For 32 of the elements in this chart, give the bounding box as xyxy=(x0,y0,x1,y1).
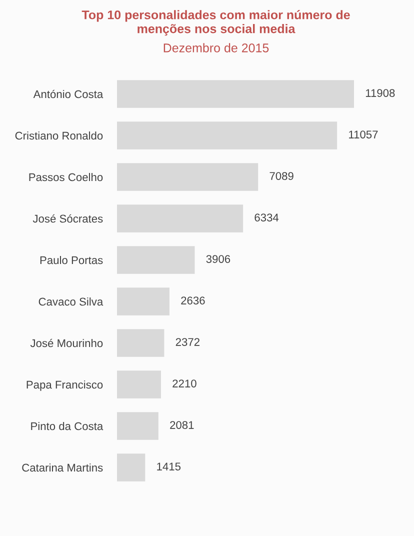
data-label: 3906 xyxy=(206,255,230,263)
bar xyxy=(117,204,244,232)
y-tick-label: Catarina Martins xyxy=(22,463,103,472)
bar xyxy=(117,454,146,482)
data-label: 11057 xyxy=(349,130,378,138)
bar xyxy=(117,163,258,191)
y-tick-label: Papa Francisco xyxy=(26,380,103,391)
y-tick-label: Pinto da Costa xyxy=(31,422,104,430)
y-tick-label: António Costa xyxy=(33,90,104,98)
chart-subtitle: Dezembro de 2015 xyxy=(164,43,269,52)
y-tick-label: Paulo Portas xyxy=(40,256,103,264)
data-label: 2210 xyxy=(172,380,196,388)
y-tick-label: Cavaco Silva xyxy=(38,297,104,306)
data-label: 2636 xyxy=(181,296,205,304)
data-label: 1415 xyxy=(157,462,181,470)
bar xyxy=(117,122,338,150)
data-label: 6334 xyxy=(254,214,279,222)
bar xyxy=(117,329,164,357)
y-tick-label: Passos Coelho xyxy=(29,172,103,182)
chart-title: Top 10 personalidades com maior número de menções nos social media xyxy=(82,10,350,36)
data-label: 7089 xyxy=(270,172,294,180)
bar xyxy=(117,288,170,316)
y-tick-label: José Sócrates xyxy=(32,214,103,223)
bar xyxy=(117,412,158,440)
y-tick-label: José Mourinho xyxy=(30,338,103,348)
bar xyxy=(117,370,161,398)
bar xyxy=(117,80,354,108)
data-label: 2372 xyxy=(176,338,200,346)
bar xyxy=(117,246,195,274)
data-label: 11908 xyxy=(366,89,395,97)
y-tick-label: Cristiano Ronaldo xyxy=(15,131,103,140)
data-label: 2081 xyxy=(170,421,194,429)
